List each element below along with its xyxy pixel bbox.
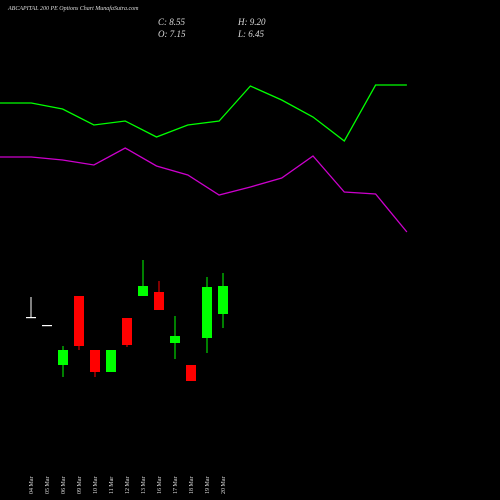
- line-series: [0, 84, 407, 142]
- x-tick-label: 13 Mar: [141, 477, 147, 495]
- candle-body: [202, 287, 212, 338]
- x-tick-label: 10 Mar: [93, 477, 99, 495]
- x-tick-label: 04 Mar: [29, 477, 35, 495]
- chart-title: ABCAPITAL 200 PE Options Chart MunafaSut…: [7, 5, 139, 12]
- candle-body: [186, 365, 196, 381]
- x-tick-label: 16 Mar: [157, 477, 163, 495]
- low-label: L: 6.45: [237, 29, 265, 39]
- candle-body: [122, 318, 132, 345]
- candle-body: [26, 317, 36, 319]
- x-tick-label: 09 Mar: [77, 477, 83, 495]
- x-tick-label: 05 Mar: [45, 477, 51, 495]
- line-series: [0, 147, 408, 233]
- close-label: C: 8.55: [158, 17, 186, 27]
- x-tick-label: 11 Mar: [109, 477, 115, 494]
- x-tick-label: 20 Mar: [221, 477, 227, 495]
- candle-body: [170, 336, 180, 343]
- candle-body: [106, 350, 116, 372]
- x-tick-label: 06 Mar: [61, 477, 67, 495]
- candle-body: [74, 296, 84, 346]
- x-tick-label: 18 Mar: [189, 477, 195, 495]
- x-tick-label: 19 Mar: [205, 477, 211, 495]
- candle-body: [90, 350, 100, 372]
- candle-body: [58, 350, 68, 365]
- candle-body: [42, 325, 52, 327]
- high-label: H: 9.20: [237, 17, 266, 27]
- candle-body: [154, 292, 164, 310]
- open-label: O: 7.15: [158, 29, 186, 39]
- x-tick-label: 17 Mar: [173, 477, 179, 495]
- x-tick-label: 12 Mar: [125, 477, 131, 495]
- candle-body: [218, 286, 228, 314]
- candle-body: [138, 286, 148, 296]
